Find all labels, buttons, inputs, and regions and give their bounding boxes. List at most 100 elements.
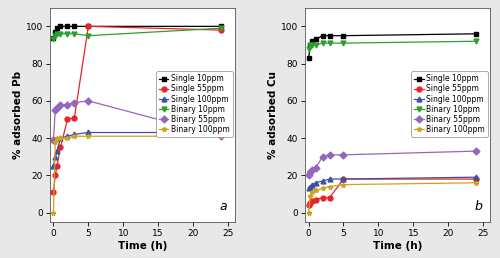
Binary 10ppm (473, 40, 479, 43)
Single 100ppm (52, 155, 58, 158)
Binary 10ppm (58, 32, 64, 35)
Single 55ppm (72, 116, 78, 119)
Y-axis label: % adsorbed Cu: % adsorbed Cu (268, 71, 278, 159)
Single 10ppm (320, 34, 326, 37)
Single 10ppm (308, 43, 314, 46)
Text: b: b (474, 200, 482, 213)
Line: Single 100ppm: Single 100ppm (306, 175, 478, 191)
Single 100ppm (320, 179, 326, 182)
Binary 100ppm (58, 136, 64, 140)
Binary 100ppm (309, 191, 315, 194)
Binary 100ppm (473, 181, 479, 184)
Single 10ppm (52, 30, 58, 34)
Binary 100ppm (320, 187, 326, 190)
Single 10ppm (218, 25, 224, 28)
Single 100ppm (306, 187, 312, 190)
Single 55ppm (54, 164, 60, 167)
Binary 55ppm (86, 99, 91, 102)
Single 55ppm (64, 118, 70, 121)
Single 55ppm (309, 200, 315, 203)
Binary 10ppm (312, 43, 318, 46)
Legend: Single 10ppm, Single 55ppm, Single 100ppm, Binary 10ppm, Binary 55ppm, Binary 10: Single 10ppm, Single 55ppm, Single 100pp… (156, 71, 232, 137)
Line: Binary 100ppm: Binary 100ppm (51, 134, 224, 215)
Single 55ppm (52, 174, 58, 177)
Single 55ppm (320, 196, 326, 199)
Binary 100ppm (340, 183, 346, 186)
Line: Binary 55ppm: Binary 55ppm (51, 98, 224, 142)
Binary 55ppm (312, 166, 318, 170)
Single 10ppm (309, 40, 315, 43)
Single 10ppm (306, 57, 312, 60)
Binary 10ppm (64, 32, 70, 35)
Binary 100ppm (54, 136, 60, 140)
Single 55ppm (473, 178, 479, 181)
Binary 100ppm (64, 136, 70, 140)
Binary 10ppm (54, 32, 60, 35)
Single 100ppm (72, 133, 78, 136)
Single 10ppm (64, 25, 70, 28)
Single 100ppm (309, 183, 315, 186)
Single 55ppm (308, 202, 314, 205)
Line: Single 55ppm: Single 55ppm (51, 24, 224, 195)
Binary 100ppm (306, 211, 312, 214)
Binary 10ppm (308, 43, 314, 46)
Single 100ppm (58, 136, 64, 140)
Binary 10ppm (50, 38, 56, 41)
Binary 55ppm (309, 168, 315, 171)
Single 10ppm (473, 32, 479, 35)
Single 100ppm (308, 185, 314, 188)
Y-axis label: % adsorbed Pb: % adsorbed Pb (13, 71, 23, 159)
Single 55ppm (312, 198, 318, 201)
Binary 100ppm (72, 135, 78, 138)
Single 100ppm (218, 131, 224, 134)
Binary 10ppm (306, 47, 312, 50)
Single 100ppm (326, 178, 332, 181)
Line: Binary 10ppm: Binary 10ppm (51, 26, 224, 42)
Single 10ppm (72, 25, 78, 28)
Binary 10ppm (326, 42, 332, 45)
Single 100ppm (312, 181, 318, 184)
Text: a: a (220, 200, 228, 213)
Binary 55ppm (308, 170, 314, 173)
Binary 10ppm (72, 32, 78, 35)
Binary 10ppm (218, 27, 224, 30)
Binary 55ppm (473, 150, 479, 153)
Binary 55ppm (72, 101, 78, 104)
X-axis label: Time (h): Time (h) (118, 241, 167, 251)
Line: Single 55ppm: Single 55ppm (306, 177, 478, 207)
Binary 55ppm (218, 135, 224, 138)
X-axis label: Time (h): Time (h) (373, 241, 422, 251)
Line: Binary 55ppm: Binary 55ppm (306, 149, 478, 178)
Binary 100ppm (86, 135, 91, 138)
Binary 10ppm (320, 42, 326, 45)
Single 55ppm (86, 25, 91, 28)
Single 10ppm (86, 25, 91, 28)
Binary 100ppm (50, 211, 56, 214)
Binary 55ppm (52, 109, 58, 112)
Binary 10ppm (340, 42, 346, 45)
Binary 100ppm (52, 140, 58, 143)
Binary 100ppm (326, 185, 332, 188)
Single 100ppm (64, 135, 70, 138)
Binary 10ppm (52, 34, 58, 37)
Single 55ppm (218, 29, 224, 32)
Binary 55ppm (54, 107, 60, 110)
Single 100ppm (340, 178, 346, 181)
Single 10ppm (312, 38, 318, 41)
Line: Binary 10ppm: Binary 10ppm (306, 39, 478, 51)
Legend: Single 10ppm, Single 55ppm, Single 100ppm, Binary 10ppm, Binary 55ppm, Binary 10: Single 10ppm, Single 55ppm, Single 100pp… (412, 71, 488, 137)
Binary 100ppm (312, 189, 318, 192)
Single 100ppm (50, 164, 56, 167)
Single 10ppm (54, 27, 60, 30)
Binary 55ppm (306, 174, 312, 177)
Single 10ppm (340, 34, 346, 37)
Line: Single 10ppm: Single 10ppm (306, 31, 478, 60)
Binary 55ppm (50, 138, 56, 141)
Binary 100ppm (308, 194, 314, 197)
Single 100ppm (54, 150, 60, 153)
Binary 10ppm (86, 34, 91, 37)
Single 55ppm (326, 196, 332, 199)
Line: Binary 100ppm: Binary 100ppm (306, 180, 478, 215)
Binary 55ppm (64, 103, 70, 106)
Single 10ppm (50, 36, 56, 39)
